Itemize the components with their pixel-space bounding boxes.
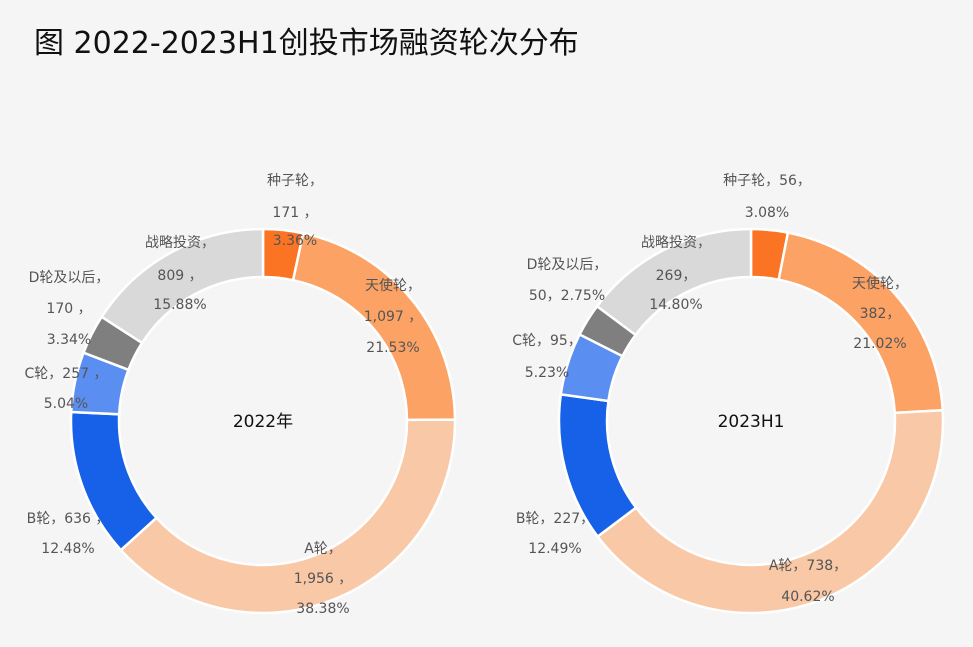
slice-data-label: 战略投资， 269， 14.80% xyxy=(641,235,711,313)
slice-data-label: 战略投资， 809 ， 15.88% xyxy=(145,235,215,313)
donut-slice xyxy=(595,227,753,337)
slice-data-label: B轮，227， 12.49% xyxy=(516,511,594,557)
slice-data-label: B轮，636 ， 12.48% xyxy=(27,511,110,557)
donut-slice xyxy=(777,231,945,415)
center-label: 2022年 xyxy=(233,412,293,432)
slice-data-label: A轮，738， 40.62% xyxy=(769,558,847,605)
page-title: 图 2022-2023H1创投市场融资轮次分布 xyxy=(34,26,579,61)
slice-data-label: 天使轮， 1,097 ， 21.53% xyxy=(364,277,423,356)
slice-data-label: C轮，95， 5.23% xyxy=(512,333,582,381)
slice-data-label: D轮及以后， 170 ， 3.34% xyxy=(29,270,110,348)
donut-slice xyxy=(595,408,945,615)
donut-chart-2023h1: 2023H1 种子轮，56， 3.08% 天使轮， 382， 21.02% A轮，738， 4… xyxy=(512,173,945,615)
donut-slice xyxy=(291,231,457,422)
slice-data-label: 种子轮， 171 ， 3.36% xyxy=(267,173,323,249)
donut-slice xyxy=(99,227,265,345)
donut-chart-2022: 2022年 种子轮， 171 ， 3.36% 天使轮， 1,097 ， 21.53% A轮， 1… xyxy=(25,173,457,617)
slice-data-label: A轮， 1,956 ， 38.38% xyxy=(294,541,353,617)
slice-data-label: C轮，257 ， 5.04% xyxy=(25,366,108,412)
donut-slice xyxy=(119,418,457,615)
slice-data-label: 种子轮，56， 3.08% xyxy=(723,173,811,221)
slice-data-label: D轮及以后， 50，2.75% xyxy=(527,257,608,304)
center-label: 2023H1 xyxy=(718,412,785,432)
slice-data-label: 天使轮， 382， 21.02% xyxy=(852,275,908,352)
donut-slice xyxy=(69,410,159,552)
